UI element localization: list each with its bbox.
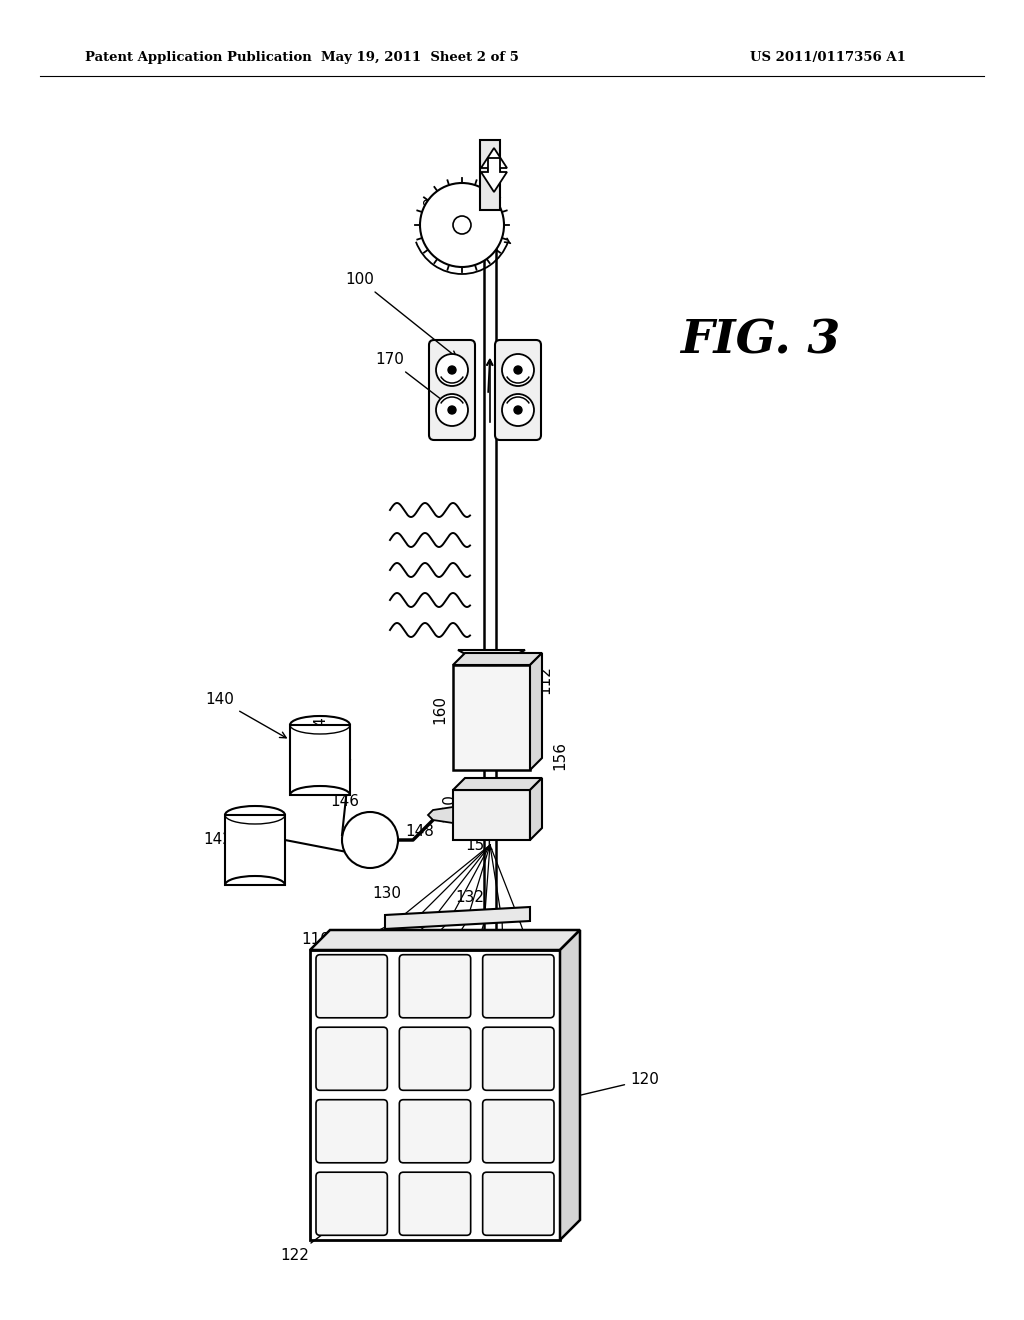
Polygon shape: [385, 907, 530, 929]
Bar: [310, 950, 560, 1239]
Circle shape: [449, 366, 456, 374]
Text: 154: 154: [485, 828, 514, 842]
Circle shape: [514, 366, 522, 374]
Polygon shape: [458, 649, 525, 665]
Text: 112: 112: [538, 665, 553, 694]
Text: 120: 120: [564, 1072, 658, 1101]
Circle shape: [502, 354, 534, 385]
Text: 158: 158: [455, 791, 469, 820]
FancyBboxPatch shape: [482, 1027, 554, 1090]
Circle shape: [453, 216, 471, 234]
Polygon shape: [530, 653, 542, 770]
Bar: [225, 814, 285, 884]
Polygon shape: [453, 777, 542, 789]
Text: 160: 160: [432, 696, 447, 725]
Text: US 2011/0117356 A1: US 2011/0117356 A1: [750, 51, 906, 65]
FancyBboxPatch shape: [316, 954, 387, 1018]
Bar: [453, 665, 530, 770]
Text: Patent Application Publication: Patent Application Publication: [85, 51, 311, 65]
Text: 142: 142: [204, 833, 232, 847]
Bar: [453, 789, 530, 840]
Text: 144: 144: [312, 715, 328, 744]
Circle shape: [502, 393, 534, 426]
FancyBboxPatch shape: [399, 1100, 471, 1163]
Polygon shape: [560, 931, 580, 1239]
Polygon shape: [428, 807, 453, 822]
Text: 132: 132: [456, 891, 484, 906]
Text: 110: 110: [301, 932, 386, 948]
Text: 151: 151: [466, 837, 495, 853]
Text: 150: 150: [441, 793, 457, 822]
Text: 146: 146: [331, 795, 359, 809]
Text: 180: 180: [423, 195, 437, 224]
Text: 100: 100: [345, 272, 457, 358]
FancyBboxPatch shape: [316, 1172, 387, 1236]
Text: 148: 148: [406, 825, 434, 840]
Circle shape: [420, 183, 504, 267]
Text: FIG. 3: FIG. 3: [680, 317, 841, 363]
Circle shape: [449, 407, 456, 414]
Text: 122: 122: [281, 1228, 332, 1262]
FancyBboxPatch shape: [429, 341, 475, 440]
Bar: [480, 140, 500, 210]
Circle shape: [436, 354, 468, 385]
Text: May 19, 2011  Sheet 2 of 5: May 19, 2011 Sheet 2 of 5: [322, 51, 519, 65]
FancyBboxPatch shape: [482, 954, 554, 1018]
FancyBboxPatch shape: [316, 1100, 387, 1163]
Circle shape: [342, 812, 398, 869]
Text: 140: 140: [206, 693, 287, 738]
FancyBboxPatch shape: [316, 1027, 387, 1090]
Bar: [290, 725, 350, 795]
FancyBboxPatch shape: [482, 1100, 554, 1163]
Polygon shape: [481, 158, 507, 191]
FancyBboxPatch shape: [399, 1027, 471, 1090]
Text: 170: 170: [376, 352, 452, 408]
Polygon shape: [530, 777, 542, 840]
Polygon shape: [310, 931, 580, 950]
Polygon shape: [481, 148, 507, 182]
Circle shape: [514, 407, 522, 414]
Text: 130: 130: [373, 886, 401, 900]
Text: 156: 156: [553, 741, 567, 770]
FancyBboxPatch shape: [482, 1172, 554, 1236]
Circle shape: [436, 393, 468, 426]
FancyBboxPatch shape: [495, 341, 541, 440]
FancyBboxPatch shape: [399, 954, 471, 1018]
FancyBboxPatch shape: [399, 1172, 471, 1236]
Polygon shape: [453, 653, 542, 665]
